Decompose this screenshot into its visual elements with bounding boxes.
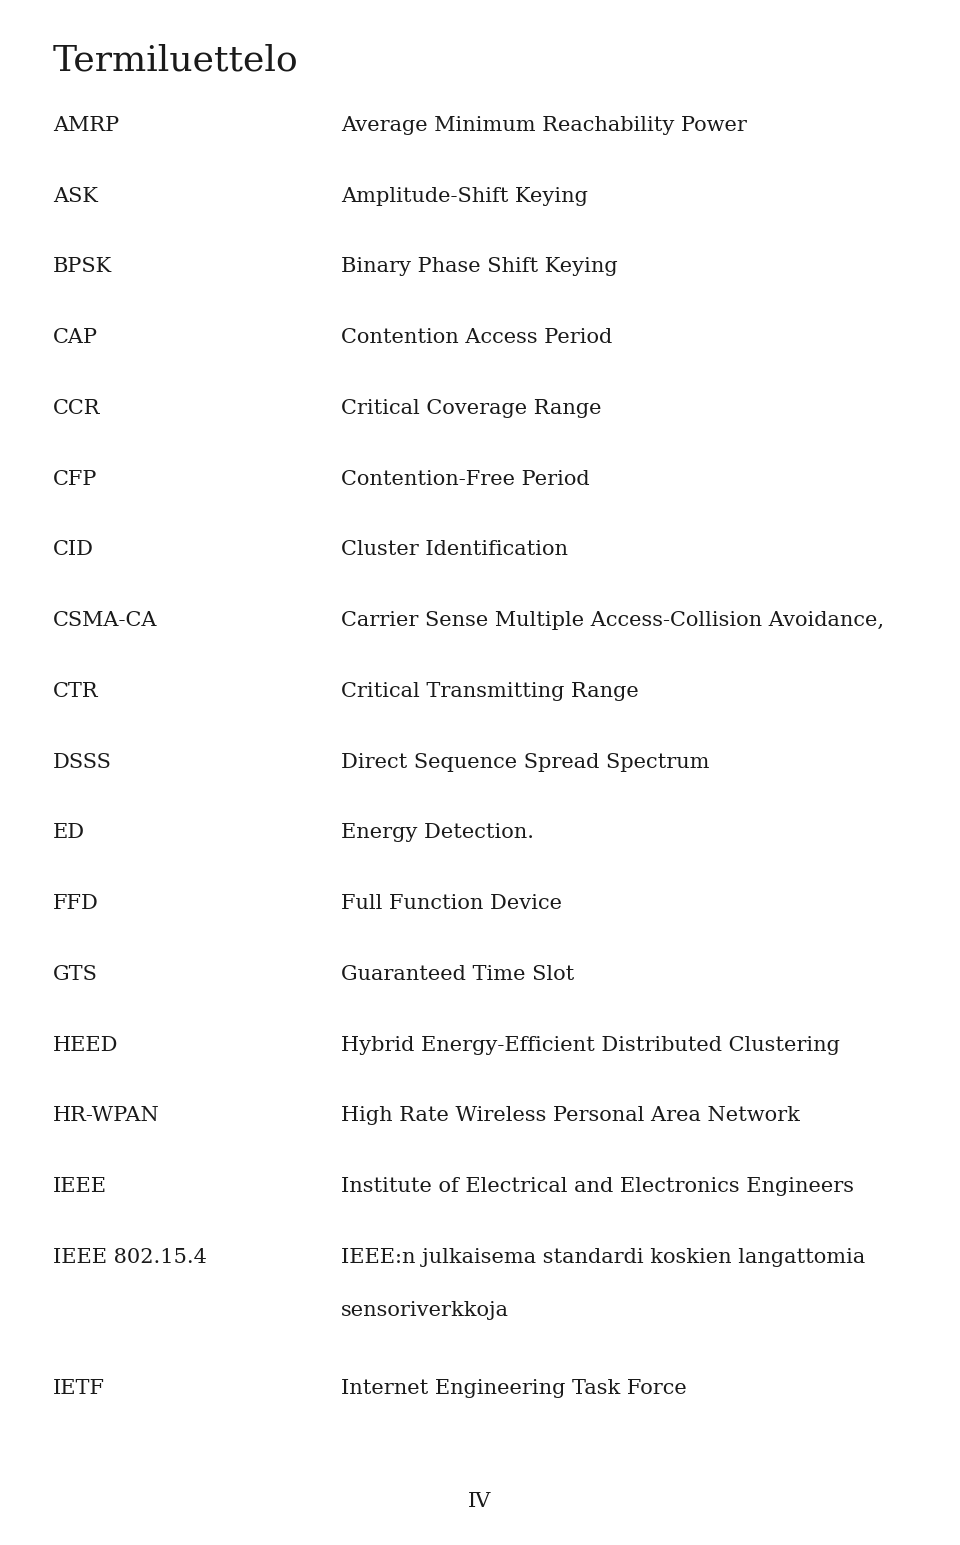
Text: IV: IV (468, 1492, 492, 1511)
Text: Termiluettelo: Termiluettelo (53, 43, 299, 77)
Text: HR-WPAN: HR-WPAN (53, 1106, 159, 1125)
Text: Energy Detection.: Energy Detection. (341, 823, 534, 842)
Text: Institute of Electrical and Electronics Engineers: Institute of Electrical and Electronics … (341, 1177, 853, 1196)
Text: Amplitude-Shift Keying: Amplitude-Shift Keying (341, 187, 588, 205)
Text: sensoriverkkoja: sensoriverkkoja (341, 1301, 509, 1319)
Text: CAP: CAP (53, 328, 98, 348)
Text: Contention-Free Period: Contention-Free Period (341, 470, 589, 488)
Text: Average Minimum Reachability Power: Average Minimum Reachability Power (341, 116, 747, 134)
Text: IEEE: IEEE (53, 1177, 107, 1196)
Text: Binary Phase Shift Keying: Binary Phase Shift Keying (341, 258, 617, 277)
Text: ASK: ASK (53, 187, 98, 205)
Text: IEEE 802.15.4: IEEE 802.15.4 (53, 1248, 206, 1267)
Text: CID: CID (53, 541, 94, 559)
Text: High Rate Wireless Personal Area Network: High Rate Wireless Personal Area Network (341, 1106, 800, 1125)
Text: Full Function Device: Full Function Device (341, 895, 562, 913)
Text: FFD: FFD (53, 895, 99, 913)
Text: Critical Coverage Range: Critical Coverage Range (341, 399, 601, 417)
Text: IEEE:n julkaisema standardi koskien langattomia: IEEE:n julkaisema standardi koskien lang… (341, 1248, 865, 1267)
Text: DSSS: DSSS (53, 752, 111, 771)
Text: GTS: GTS (53, 964, 98, 984)
Text: CCR: CCR (53, 399, 100, 417)
Text: Internet Engineering Task Force: Internet Engineering Task Force (341, 1378, 686, 1398)
Text: Contention Access Period: Contention Access Period (341, 328, 612, 348)
Text: BPSK: BPSK (53, 258, 112, 277)
Text: Hybrid Energy-Efficient Distributed Clustering: Hybrid Energy-Efficient Distributed Clus… (341, 1035, 840, 1055)
Text: IETF: IETF (53, 1378, 105, 1398)
Text: HEED: HEED (53, 1035, 118, 1055)
Text: CFP: CFP (53, 470, 97, 488)
Text: AMRP: AMRP (53, 116, 119, 134)
Text: CTR: CTR (53, 681, 99, 701)
Text: Critical Transmitting Range: Critical Transmitting Range (341, 681, 638, 701)
Text: ED: ED (53, 823, 84, 842)
Text: Cluster Identification: Cluster Identification (341, 541, 567, 559)
Text: CSMA-CA: CSMA-CA (53, 612, 157, 630)
Text: Direct Sequence Spread Spectrum: Direct Sequence Spread Spectrum (341, 752, 709, 771)
Text: Guaranteed Time Slot: Guaranteed Time Slot (341, 964, 574, 984)
Text: Carrier Sense Multiple Access-Collision Avoidance,: Carrier Sense Multiple Access-Collision … (341, 612, 884, 630)
